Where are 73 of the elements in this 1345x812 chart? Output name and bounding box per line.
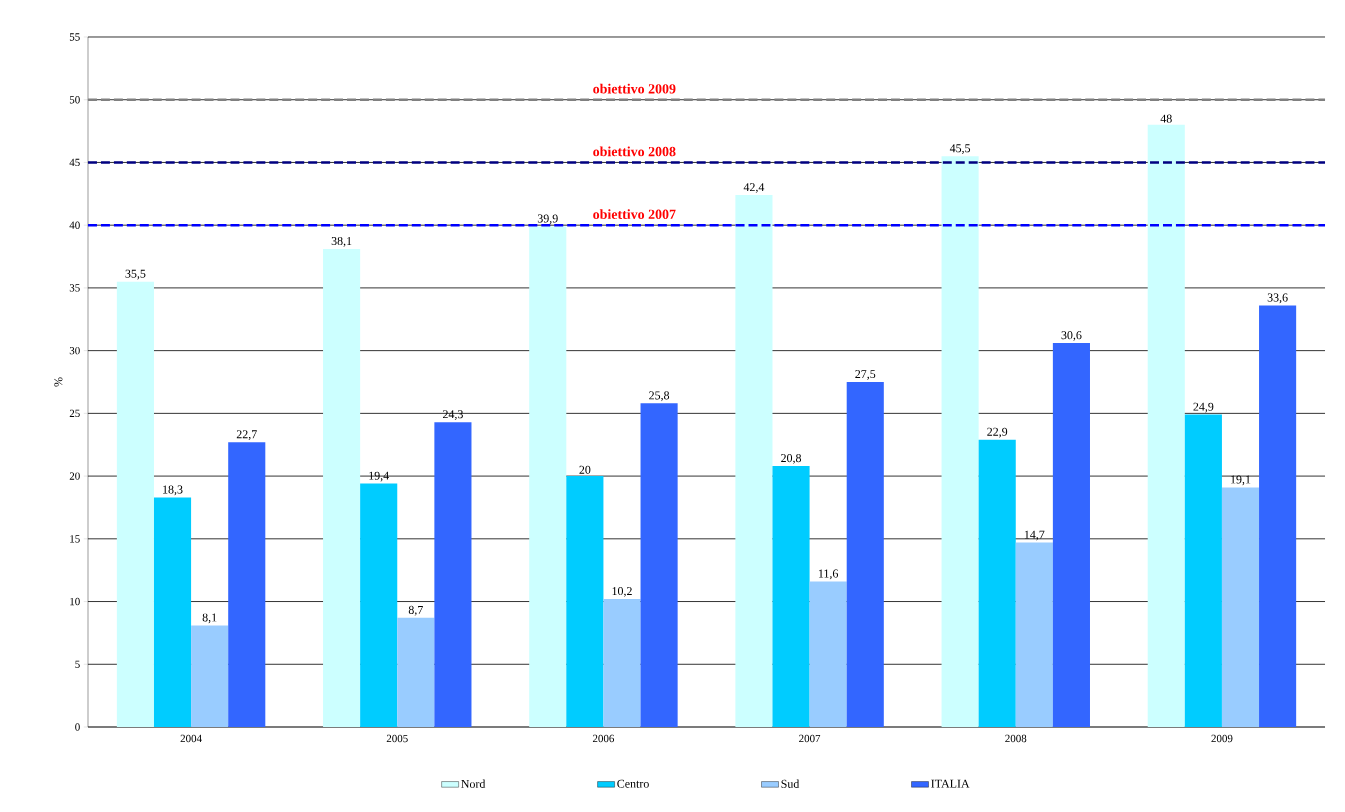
data-label: 30,6 (1061, 331, 1082, 341)
bar (603, 599, 641, 727)
data-label: 20 (579, 465, 591, 474)
legend-label: Centro (617, 779, 649, 788)
data-label: 8,1 (202, 613, 217, 624)
data-label: 24,9 (1193, 402, 1214, 413)
bar (1184, 414, 1222, 727)
bar (529, 226, 567, 727)
bar (566, 476, 604, 727)
y-tick-label: 30 (69, 346, 80, 355)
data-label: 39,9 (537, 214, 558, 225)
y-tick-label: 25 (69, 409, 80, 418)
ref-line-label: obiettivo 2009 (593, 83, 676, 94)
bar (846, 382, 884, 727)
data-label: 8,7 (408, 605, 423, 616)
data-label: 22,9 (987, 427, 1008, 438)
data-label: 45,5 (949, 144, 971, 154)
legend-label: ITALIA (931, 779, 970, 788)
bar (1221, 487, 1260, 727)
y-tick-label: 40 (69, 221, 80, 229)
bar (228, 442, 266, 727)
x-tick-label: 2009 (1211, 734, 1233, 743)
bar (809, 581, 847, 727)
x-tick-label: 2006 (592, 734, 615, 743)
y-axis-title: % (54, 377, 63, 387)
legend-label: Sud (781, 779, 800, 788)
y-tick-label: 15 (70, 535, 80, 543)
x-tick-label: 2007 (799, 734, 821, 743)
data-label: 18,3 (163, 485, 183, 496)
bar (434, 422, 472, 727)
bar (735, 195, 773, 727)
data-label: 22,7 (236, 430, 257, 441)
x-tick-label: 2008 (1005, 734, 1027, 743)
bar (1147, 124, 1185, 727)
data-label: 27,5 (855, 370, 876, 380)
bar (397, 617, 435, 727)
data-label: 19,1 (1231, 475, 1251, 486)
data-label: 42,4 (743, 183, 765, 193)
bar (1052, 343, 1090, 727)
bar (772, 466, 810, 727)
y-tick-label: 0 (75, 723, 80, 731)
y-tick-label: 5 (75, 660, 80, 668)
data-label: 25,8 (649, 391, 670, 402)
data-label: 38,1 (331, 237, 352, 247)
data-label: 48 (1160, 114, 1172, 123)
y-tick-label: 55 (69, 33, 80, 41)
data-label: 10,2 (612, 587, 632, 597)
y-tick-label: 45 (69, 158, 80, 167)
data-label: 14,7 (1024, 530, 1045, 541)
data-label: 11,6 (818, 569, 839, 580)
y-tick-label: 10 (70, 597, 80, 606)
bar (191, 625, 229, 727)
data-label: 19,4 (369, 471, 389, 482)
ref-line-label: obiettivo 2008 (593, 146, 676, 157)
bar (978, 439, 1016, 727)
ref-line-label: obiettivo 2007 (593, 209, 676, 219)
bar (640, 403, 678, 727)
data-label: 20,8 (781, 454, 802, 464)
bar (941, 156, 979, 727)
y-tick-label: 50 (69, 96, 80, 104)
bar (116, 281, 154, 727)
bar (1015, 542, 1053, 727)
legend-label: Nord (461, 779, 486, 788)
x-tick-label: 2005 (386, 734, 408, 743)
data-label: 35,5 (125, 269, 146, 280)
y-tick-label: 20 (69, 472, 80, 480)
x-tick-label: 2004 (180, 734, 202, 743)
bar (323, 249, 361, 727)
data-label: 33,6 (1267, 293, 1288, 304)
bar (153, 497, 192, 727)
bar (1259, 305, 1297, 727)
bar (360, 483, 398, 727)
y-tick-label: 35 (69, 284, 80, 292)
